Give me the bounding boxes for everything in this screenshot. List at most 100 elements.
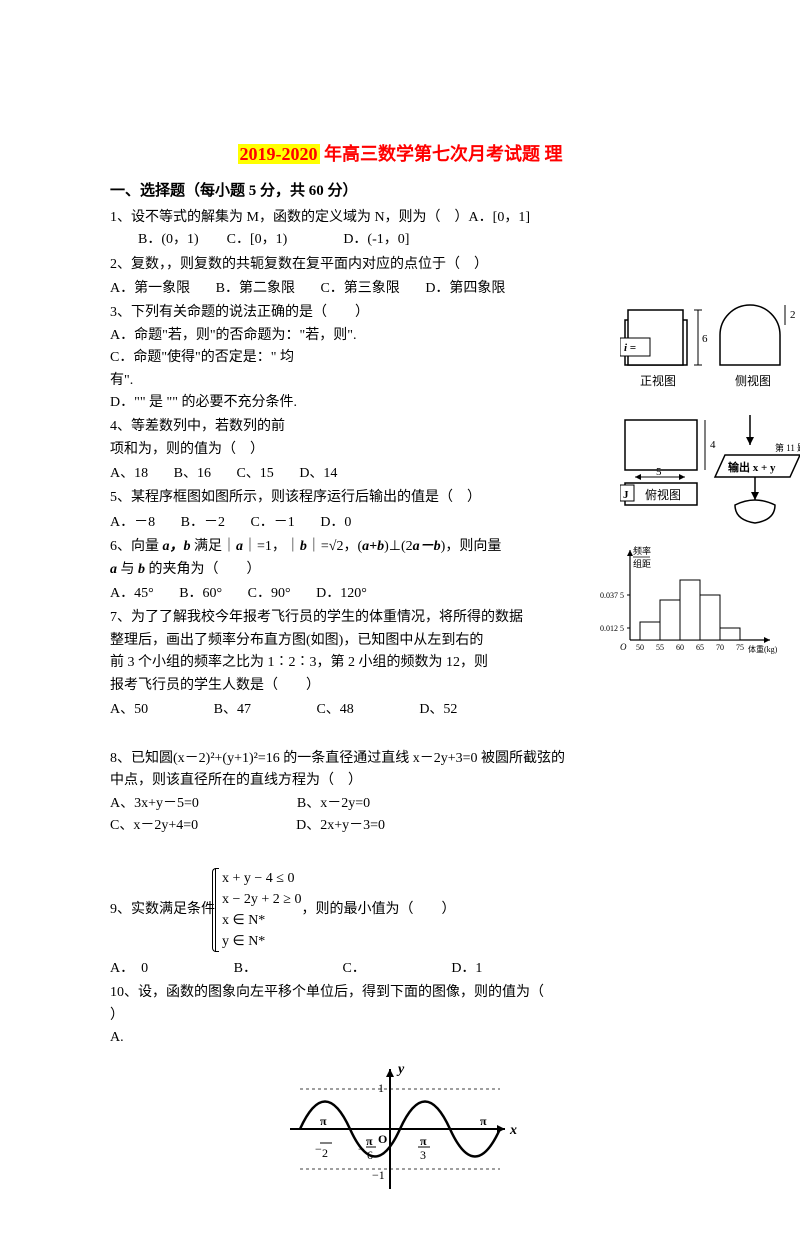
q4-stem2: 项和为，则的值为（ ）	[110, 442, 264, 457]
q9-post: ，则的最小值为（ ）	[301, 899, 455, 921]
svg-text:−: −	[315, 1142, 322, 1156]
output-label: 输出 x + y	[728, 460, 776, 474]
q7-l2: 整理后，画出了频率分布直方图(如图)，已知图中从左到右的	[110, 633, 483, 648]
histogram-figure: 频率 组距 0.037 5 0.012 5 50 55 60 65 70 75 …	[600, 540, 780, 668]
q7-l3: 前 3 个小组的频率之比为 1∶2∶3，第 2 小组的频数为 12，则	[110, 655, 488, 670]
q6-end: )，则向量	[441, 539, 502, 554]
q6-amb: a－b	[413, 539, 441, 554]
svg-text:−: −	[358, 1142, 365, 1156]
hist-yt-1: 0.012 5	[600, 624, 624, 633]
q5-opt-d: D．0	[320, 515, 351, 530]
front-view-label: 正视图	[640, 373, 676, 388]
q3-a: A．命题"若，则"的否命题为："若，则".	[110, 328, 356, 343]
q9: 9、实数满足条件 x + y − 4 ≤ 0 x − 2y + 2 ≥ 0 x …	[110, 868, 690, 952]
svg-text:3: 3	[420, 1148, 426, 1162]
q4-opt-a: A、18	[110, 466, 148, 481]
q10-l1: 10、设，函数的图象向左平移个单位后，得到下面的图像，则的值为（	[110, 985, 544, 1000]
q4: 4、等差数列中，若数列的前 项和为，则的值为（ ）	[110, 416, 690, 461]
q9-sys-2: x ∈ N*	[222, 910, 301, 931]
q8-l2: 中点，则该直径所在的直线方程为（ ）	[110, 773, 362, 788]
side-view-label: 侧视图	[735, 373, 771, 388]
dim-2: 2	[790, 309, 796, 321]
q2: 2、复数，，则复数的共轭复数在复平面内对应的点位于（ ）	[110, 254, 690, 276]
title-rest: 年高三数学第七次月考试题 理	[320, 144, 563, 164]
q1-line2: B．(0，1) C．[0，1) D．(-1，0]	[110, 232, 409, 247]
q4-opts: A、18 B、16 C、15 D、14	[110, 463, 690, 485]
q6-a2: a	[110, 562, 117, 577]
hist-xt-1: 55	[656, 643, 664, 652]
q10-l3: A.	[110, 1030, 124, 1045]
hist-ylabel1: 频率	[633, 545, 651, 556]
svg-text:π: π	[420, 1134, 427, 1148]
q6-opt-c: C．90°	[248, 586, 291, 601]
hist-xt-4: 70	[716, 643, 724, 652]
sine-y-label: y	[396, 1062, 405, 1077]
q6-end2: 的夹角为（ ）	[145, 562, 261, 577]
hist-xt-2: 60	[676, 643, 684, 652]
hist-xt-5: 75	[736, 643, 744, 652]
q5-stem: 5、某程序框图如图所示，则该程序运行后输出的值是（ ）	[110, 490, 481, 505]
sine-graph: x y O 1 −1 π − 2 − π 6 π 3 π	[110, 1059, 690, 1207]
q2-opt-c: C．第三象限	[320, 281, 399, 296]
hist-xt-3: 65	[696, 643, 704, 652]
q9-sys-3: y ∈ N*	[222, 931, 301, 952]
q10-l2: ）	[110, 1008, 124, 1023]
q11-note: 第 11 题图	[775, 442, 800, 453]
sine-o-label: O	[378, 1132, 387, 1146]
q7-opts: A、50 B、47 C、48 D、52	[110, 699, 690, 721]
q3-c1: C．命题"使得"的否定是：" 均	[110, 350, 294, 365]
q2-opt-b: B．第二象限	[216, 281, 295, 296]
exam-title: 2019-2020 年高三数学第七次月考试题 理	[110, 140, 690, 169]
q6-eq1: ｜=1，｜	[243, 539, 300, 554]
q5-opt-c: C．－1	[250, 515, 294, 530]
q6-with: 与	[117, 562, 138, 577]
q8-l1: 8、已知圆(x－2)²+(y+1)²=16 的一条直径通过直线 x－2y+3=0…	[110, 751, 565, 766]
q6-a1: a	[236, 539, 243, 554]
q1-stem: 1、设不等式的解集为 M，函数的定义域为 N，则为（ ）A．[0，1]	[110, 210, 530, 225]
hist-yt-0: 0.037 5	[600, 591, 624, 600]
svg-text:6: 6	[367, 1148, 373, 1162]
hist-xlabel: 体重(kg)	[748, 644, 778, 654]
q7-opt-d: D、52	[419, 702, 457, 717]
q5-opt-b: B．－2	[181, 515, 225, 530]
q1: 1、设不等式的解集为 M，函数的定义域为 N，则为（ ）A．[0，1] B．(0…	[110, 207, 690, 252]
q4-stem1: 4、等差数列中，若数列的前	[110, 419, 285, 434]
sine-svg: x y O 1 −1 π − 2 − π 6 π 3 π	[280, 1059, 520, 1199]
dim-4: 4	[710, 439, 716, 451]
q8-opts-l2: C、x－2y+4=0 D、2x+y－3=0	[110, 818, 385, 833]
q6-b2: b	[138, 562, 145, 577]
q6-ab: a，b	[163, 539, 191, 554]
sine-y1: 1	[378, 1081, 384, 1095]
top-view-label: 俯视图	[645, 487, 681, 502]
q9-opt-c: C．	[342, 961, 365, 976]
svg-text:π: π	[480, 1114, 487, 1128]
hist-xt-0: 50	[636, 643, 644, 652]
q9-pre: 9、实数满足条件	[110, 899, 215, 921]
q2-opt-d: D．第四象限	[425, 281, 505, 296]
svg-text:2: 2	[322, 1146, 328, 1160]
j-label: J	[623, 489, 629, 501]
q7-opt-c: C、48	[316, 702, 353, 717]
q5-opts: A．－8 B．－2 C．－1 D．0	[110, 512, 690, 534]
q6-opt-d: D．120°	[316, 586, 367, 601]
q8-opts-l1: A、3x+y－5=0 B、x－2y=0	[110, 796, 370, 811]
q6-eq2: ｜=√2，(	[307, 539, 362, 554]
svg-text:O: O	[620, 642, 627, 652]
q3-c2: 有".	[110, 373, 133, 388]
q2-stem: 2、复数，，则复数的共轭复数在复平面内对应的点位于（ ）	[110, 257, 488, 272]
q7-l4: 报考飞行员的学生人数是（ ）	[110, 678, 320, 693]
dim-6: 6	[702, 333, 708, 345]
svg-text:π: π	[366, 1134, 373, 1148]
q2-opts: A．第一象限 B．第二象限 C．第三象限 D．第四象限	[110, 278, 690, 300]
i-label: i =	[624, 342, 636, 354]
q7-l1: 7、为了了解我校今年报考飞行员的学生的体重情况，将所得的数据	[110, 610, 523, 625]
hist-ylabel2: 组距	[633, 558, 651, 569]
title-year-highlight: 2019-2020	[238, 144, 320, 164]
q3-stem: 3、下列有关命题的说法正确的是（ ）	[110, 305, 369, 320]
flowchart-figure: 4 输出 x + y 第 11 题图 J 俯视图 5	[620, 415, 800, 553]
q8: 8、已知圆(x－2)²+(y+1)²=16 的一条直径通过直线 x－2y+3=0…	[110, 748, 690, 838]
q3-d: D．"" 是 "" 的必要不充分条件.	[110, 395, 297, 410]
q9-sys-0: x + y − 4 ≤ 0	[222, 868, 301, 889]
q6-mid: 满足｜	[191, 539, 237, 554]
q6-opt-a: A．45°	[110, 586, 154, 601]
